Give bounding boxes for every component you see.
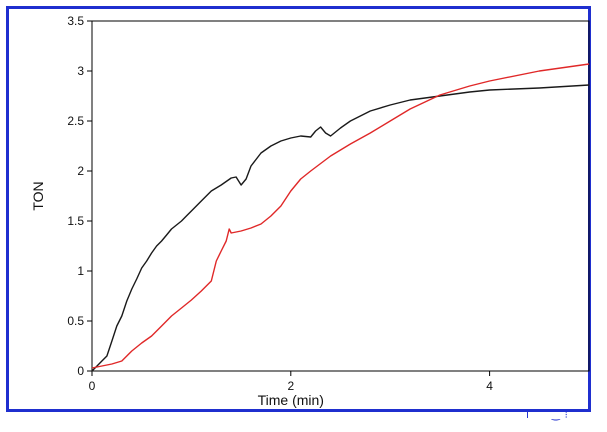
x-tick-label: 4 [486,379,493,393]
y-axis-label: TON [30,181,46,210]
x-axis: 0 2 4 [89,371,493,393]
series-line-1 [91,84,590,372]
y-tick-label: 3.5 [67,14,84,28]
chart-frame: 0 0.5 1 1.5 2 2.5 3 3.5 0 2 4 TON Time (min) [6,6,591,412]
series-group [91,63,590,372]
plot-area [91,20,590,372]
x-tick-label: 0 [89,379,96,393]
x-tick-label: 2 [287,379,294,393]
corner-mark: Ⅰ ⁀⁀‿ ⁝ [526,410,569,421]
plot-border [91,20,590,372]
y-tick-label: 2 [77,164,84,178]
line-chart: 0 0.5 1 1.5 2 2.5 3 3.5 0 2 4 TON Time (min) [30,14,590,408]
y-axis: 0 0.5 1 1.5 2 2.5 3 3.5 [67,14,92,378]
y-tick-label: 3 [77,64,84,78]
y-tick-label: 1.5 [67,214,84,228]
x-axis-label: Time (min) [258,392,324,408]
series-line-2 [91,63,590,369]
y-tick-label: 1 [77,264,84,278]
y-tick-label: 0 [77,364,84,378]
y-tick-label: 2.5 [67,114,84,128]
y-tick-label: 0.5 [67,314,84,328]
